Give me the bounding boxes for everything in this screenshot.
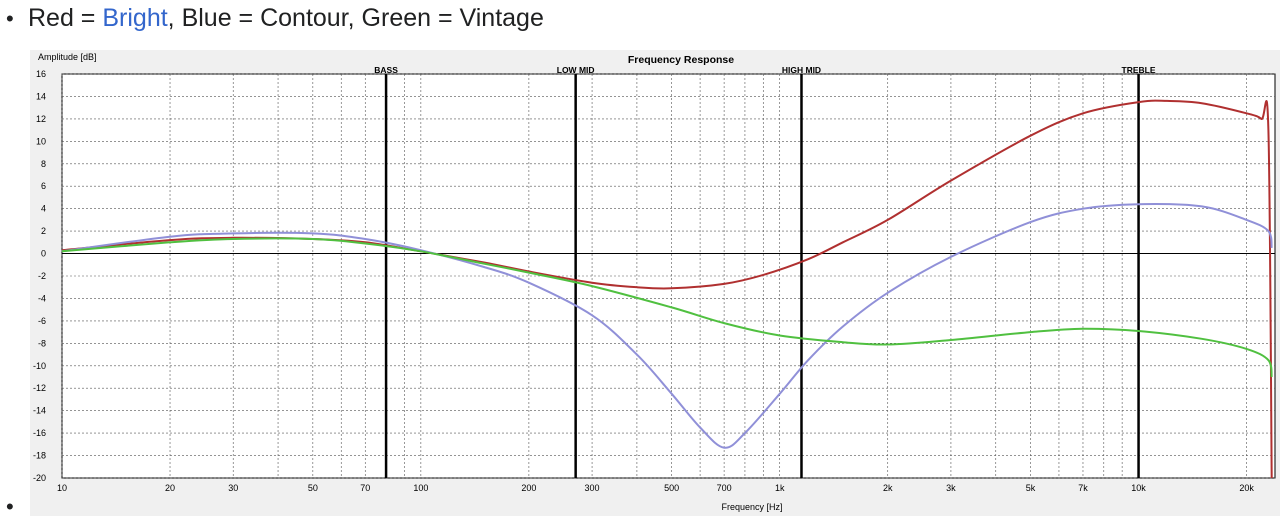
x-tick-label: 1k [775, 483, 785, 493]
x-tick-label: 20k [1239, 483, 1254, 493]
x-axis-label: Frequency [Hz] [721, 502, 782, 512]
x-tick-label: 10 [57, 483, 67, 493]
band-layer: BASS LOW MID HIGH MID TREBLE [374, 65, 1156, 478]
band-label: BASS [374, 65, 398, 75]
series-line-1 [61, 203, 1273, 449]
y-tick-label: -4 [38, 293, 46, 303]
band-label: TREBLE [1122, 65, 1156, 75]
y-axis-label: Amplitude [dB] [38, 52, 97, 62]
x-tick-label: 700 [717, 483, 732, 493]
legend-suffix: , Blue = Contour, Green = Vintage [167, 4, 544, 32]
x-tick-label: 500 [664, 483, 679, 493]
x-tick-label: 5k [1026, 483, 1036, 493]
y-tick-label: -18 [33, 451, 46, 461]
y-tick-label: -12 [33, 383, 46, 393]
series-line-0 [61, 99, 1273, 479]
legend-prefix: Red = [28, 4, 103, 32]
y-tick-label: -16 [33, 428, 46, 438]
y-tick-label: 2 [41, 226, 46, 236]
y-tick-label: 8 [41, 159, 46, 169]
y-tick-label: 4 [41, 204, 46, 214]
y-tick-label: -8 [38, 338, 46, 348]
band-label: HIGH MID [782, 65, 821, 75]
y-tick-label: 16 [36, 69, 46, 79]
x-tick-label: 70 [360, 483, 370, 493]
plot-area [61, 73, 1276, 479]
y-tick-label: 12 [36, 114, 46, 124]
x-tick-label: 30 [228, 483, 238, 493]
x-tick-label: 3k [946, 483, 956, 493]
y-tick-label: 6 [41, 181, 46, 191]
series-line-2 [61, 237, 1273, 378]
x-tick-label: 7k [1078, 483, 1088, 493]
frequency-response-chart: BASS LOW MID HIGH MID TREBLE 1614121086420-… [30, 50, 1280, 516]
y-tick-label: 0 [41, 249, 46, 259]
series-layer [61, 99, 1273, 479]
y-tick-label: -14 [33, 406, 46, 416]
tick-layer: 1614121086420-2-4-6-8-10-12-14-16-18-201… [33, 69, 1254, 493]
y-tick-label: 14 [36, 91, 46, 101]
chart-title: Frequency Response [628, 54, 734, 66]
x-tick-label: 50 [308, 483, 318, 493]
legend-line: • Red = Bright, Blue = Contour, Green = V… [6, 4, 544, 33]
x-tick-label: 20 [165, 483, 175, 493]
y-tick-label: -20 [33, 473, 46, 483]
y-tick-label: -6 [38, 316, 46, 326]
x-tick-label: 2k [883, 483, 893, 493]
x-tick-label: 10k [1131, 483, 1146, 493]
bullet-marker: • [6, 6, 14, 31]
trailing-bullet: • [6, 494, 14, 519]
x-tick-label: 300 [585, 483, 600, 493]
band-label: LOW MID [557, 65, 595, 75]
y-tick-label: -2 [38, 271, 46, 281]
y-tick-label: 10 [36, 136, 46, 146]
bright-link[interactable]: Bright [102, 4, 168, 32]
x-tick-label: 100 [413, 483, 428, 493]
x-tick-label: 200 [521, 483, 536, 493]
y-tick-label: -10 [33, 361, 46, 371]
